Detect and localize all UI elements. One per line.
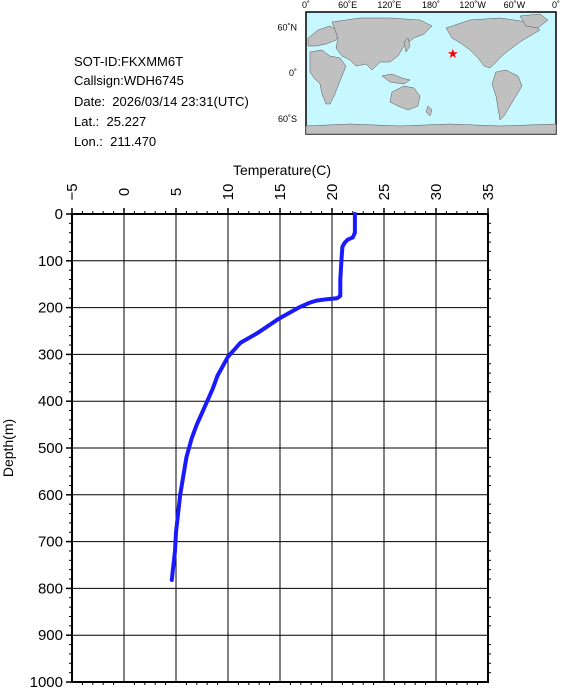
y-tick-label: 700 [38, 534, 63, 551]
map-lon-label: 60˚E [338, 0, 357, 10]
land-japan [403, 37, 411, 53]
land-new-zealand [425, 105, 433, 117]
x-tick-labels: −5 0 5 10 15 20 25 30 35 [64, 183, 497, 200]
map-lon-label: 120˚W [459, 0, 486, 10]
x-tick-label: 10 [220, 184, 237, 201]
y-tick-label: 900 [38, 627, 63, 644]
temperature-profile-line [169, 212, 357, 582]
land-indonesia [381, 73, 411, 85]
land-south-america [491, 69, 523, 121]
y-tick-label: 0 [55, 206, 63, 223]
y-tick-label: 800 [38, 580, 63, 597]
land-africa [309, 49, 347, 105]
date-label: Date: 2026/03/14 23:31(UTC) [74, 94, 249, 109]
land-australia [389, 85, 421, 111]
map-lon-label: 0˚ [302, 0, 310, 10]
map-lon-label: 120˚E [377, 0, 401, 10]
y-tick-labels: 0 100 200 300 400 500 600 700 800 900 1000 [30, 206, 63, 690]
y-tick-label: 500 [38, 440, 63, 457]
land-greenland [519, 13, 549, 29]
lon-label: Lon.: 211.470 [74, 134, 157, 149]
map-land [305, 13, 557, 135]
map-lat-label: 60˚S [278, 114, 297, 124]
x-tick-label: 25 [376, 184, 393, 201]
land-north-america [445, 17, 541, 69]
y-tick-label: 100 [38, 253, 63, 270]
map-lon-label: 0˚ [552, 0, 560, 10]
x-tick-label: 35 [480, 184, 497, 201]
grid-lines [71, 213, 489, 683]
map-lon-label: 60˚W [504, 0, 526, 10]
sot-id-label: SOT-ID:FKXMM6T [74, 54, 184, 69]
lat-label: Lat.: 25.227 [74, 114, 147, 129]
station-star-marker: ★ [447, 47, 459, 62]
x-tick-label: 5 [168, 188, 185, 196]
map-lat-label: 0˚ [289, 68, 297, 78]
x-axis-title: Temperature(C) [233, 162, 331, 178]
y-axis-title: Depth(m) [0, 419, 16, 477]
map-lon-label: 180˚ [422, 0, 440, 10]
map-lat-label: 60˚N [277, 22, 297, 32]
land-asia [331, 17, 433, 71]
land-europe [307, 25, 341, 47]
world-map: 0˚ 60˚E 120˚E 180˚ 120˚W 60˚W 0˚ 60˚N 0˚ 60˚S ★ [277, 0, 560, 135]
x-tick-label: −5 [64, 183, 81, 200]
y-tick-label: 400 [38, 393, 63, 410]
x-tick-label: 0 [116, 188, 133, 196]
series-group [169, 212, 357, 582]
axis-ticks [66, 208, 491, 685]
y-tick-label: 200 [38, 300, 63, 317]
x-tick-label: 30 [428, 184, 445, 201]
x-tick-label: 20 [324, 184, 341, 201]
y-tick-label: 1000 [30, 674, 63, 690]
callsign-label: Callsign:WDH6745 [74, 73, 184, 88]
y-tick-label: 300 [38, 346, 63, 363]
y-tick-label: 600 [38, 487, 63, 504]
plot-area: −5 0 5 10 15 20 25 30 35 01002003004005006007008… [0, 162, 497, 690]
land-antarctica [305, 123, 557, 135]
x-tick-label: 15 [272, 184, 289, 201]
